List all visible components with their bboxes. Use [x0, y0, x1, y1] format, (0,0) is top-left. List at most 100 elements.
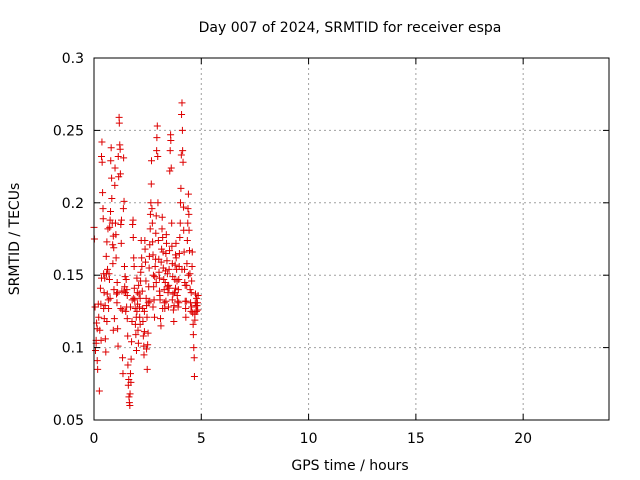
data-point	[138, 263, 146, 271]
data-point	[158, 245, 166, 253]
data-point	[122, 307, 130, 315]
data-point	[117, 239, 125, 247]
data-point	[194, 306, 202, 314]
data-point	[154, 152, 162, 160]
data-point	[152, 278, 160, 286]
data-point	[135, 281, 143, 289]
data-point	[176, 234, 184, 242]
data-point	[164, 303, 172, 311]
data-point	[109, 241, 117, 249]
data-point	[131, 296, 139, 304]
data-point	[159, 234, 167, 242]
data-point	[184, 205, 192, 213]
data-point	[100, 289, 108, 297]
data-point	[116, 145, 124, 153]
data-point	[190, 354, 198, 362]
data-point	[176, 219, 184, 227]
data-point	[119, 205, 127, 213]
data-point	[172, 254, 180, 262]
data-point	[136, 320, 144, 328]
data-point	[162, 249, 170, 257]
data-point	[153, 134, 161, 142]
data-point	[157, 315, 165, 323]
data-point	[146, 297, 154, 305]
data-point	[144, 341, 152, 349]
data-point	[114, 152, 122, 160]
data-point	[188, 277, 196, 285]
data-point	[120, 154, 128, 162]
data-point	[113, 290, 121, 298]
data-point	[144, 329, 152, 337]
data-point	[98, 274, 106, 282]
data-point	[119, 354, 127, 362]
data-point	[118, 306, 126, 314]
data-point	[186, 286, 194, 294]
data-point	[111, 164, 119, 172]
data-point	[190, 373, 198, 381]
data-point	[172, 239, 180, 247]
data-point	[162, 231, 170, 239]
data-point	[120, 287, 128, 295]
data-point	[179, 203, 187, 211]
data-point	[148, 157, 156, 165]
x-tick-label: 10	[300, 431, 318, 447]
data-point	[194, 291, 202, 299]
y-tick-label: 0.25	[53, 123, 84, 139]
data-point	[135, 303, 143, 311]
data-point	[129, 216, 137, 224]
data-point	[169, 290, 177, 298]
data-point	[103, 238, 111, 246]
data-point	[128, 318, 136, 326]
data-point	[143, 345, 151, 353]
data-point	[106, 294, 114, 302]
data-point	[132, 331, 140, 339]
data-point	[157, 258, 165, 266]
x-tick-label: 20	[514, 431, 532, 447]
data-point	[103, 290, 111, 298]
data-point	[97, 300, 105, 308]
plot-frame	[93, 57, 610, 421]
data-point	[148, 205, 156, 213]
data-point	[97, 336, 105, 344]
data-point	[121, 273, 129, 281]
data-point	[168, 219, 176, 227]
data-point	[100, 305, 108, 313]
data-point	[129, 234, 137, 242]
data-point	[178, 265, 186, 273]
data-point	[163, 270, 171, 278]
data-point	[101, 335, 109, 343]
data-point	[182, 305, 190, 313]
data-point	[150, 283, 158, 291]
data-point	[189, 331, 197, 339]
data-point	[178, 99, 186, 107]
y-axis-title: SRMTID / TECUs	[7, 183, 23, 296]
data-point	[190, 344, 198, 352]
data-point	[111, 181, 119, 189]
data-point	[180, 248, 188, 256]
data-point	[193, 299, 201, 307]
data-point	[107, 207, 115, 215]
data-point	[188, 248, 196, 256]
data-point	[138, 254, 146, 262]
data-point	[98, 152, 106, 160]
data-point	[151, 313, 159, 321]
data-point	[143, 313, 151, 321]
data-point	[139, 305, 147, 313]
data-point	[189, 320, 197, 328]
data-point	[186, 270, 194, 278]
data-point	[184, 271, 192, 279]
data-point	[163, 257, 171, 265]
data-point	[108, 174, 116, 182]
data-point	[175, 299, 183, 307]
data-point	[183, 236, 191, 244]
data-point	[92, 346, 100, 354]
y-tick-label: 0.15	[53, 268, 84, 284]
data-point	[126, 390, 134, 398]
y-tick-label: 0.2	[62, 196, 84, 212]
data-point	[147, 199, 155, 207]
data-point	[158, 213, 166, 221]
data-point	[157, 322, 165, 330]
data-point	[120, 263, 128, 271]
data-point	[144, 299, 152, 307]
